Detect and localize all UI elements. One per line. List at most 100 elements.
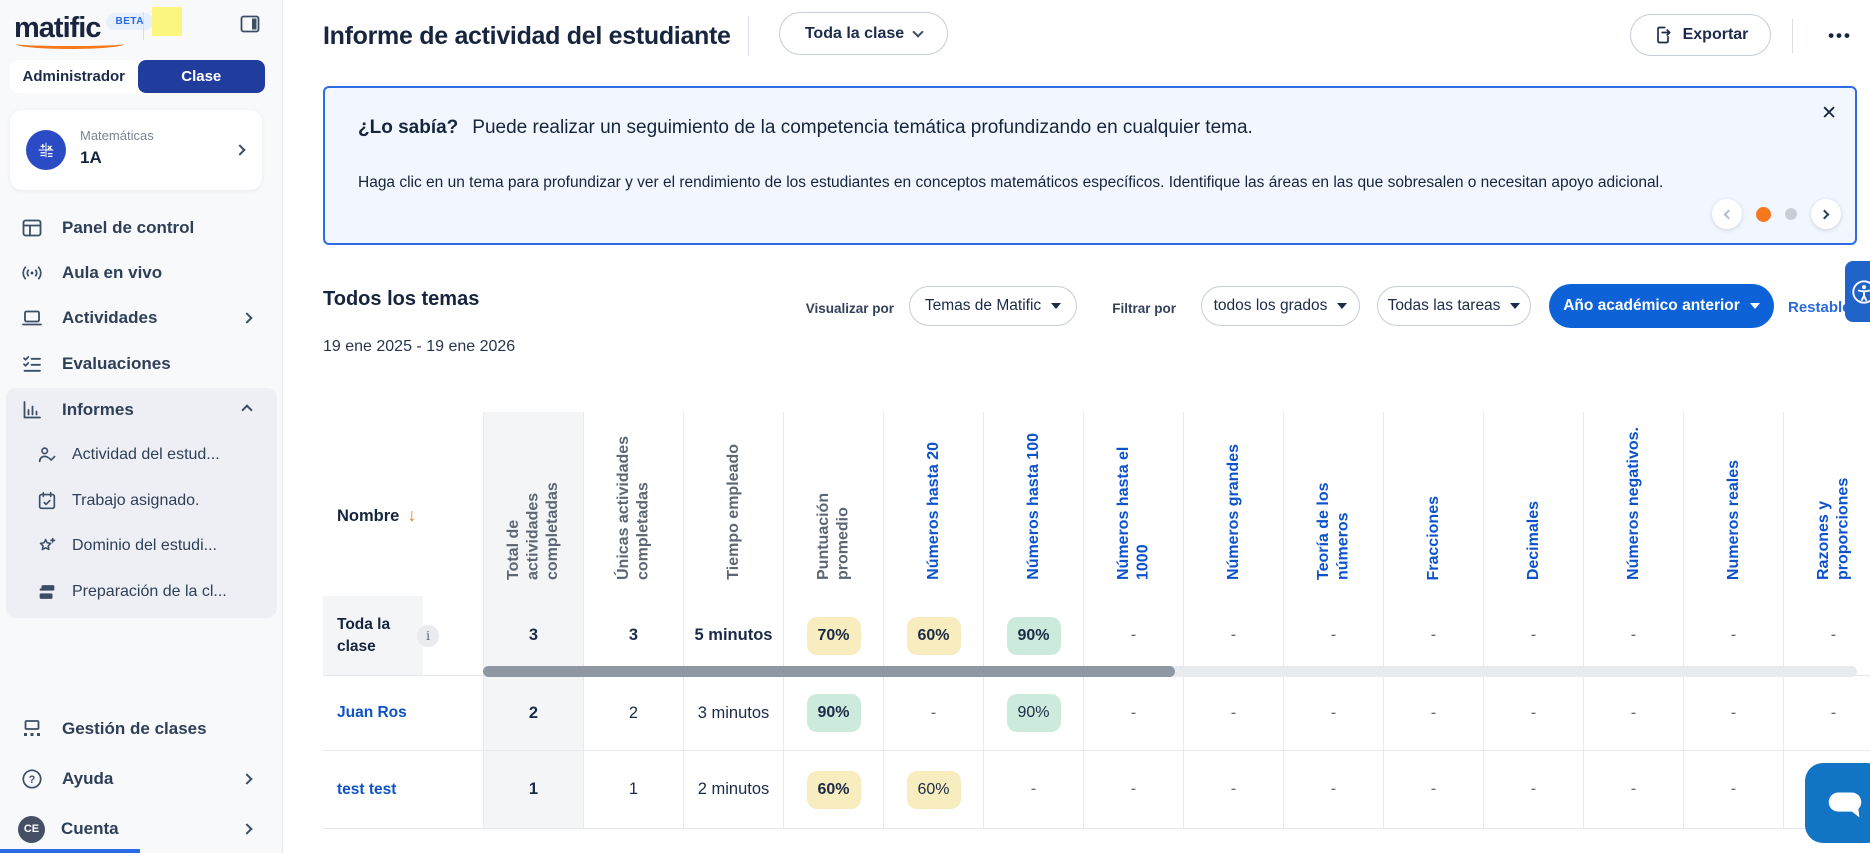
info-icon[interactable]: i [417, 624, 439, 647]
topic-column-header[interactable]: Numeros reales [1683, 412, 1783, 596]
metric-column-header: Tiempo empleado [683, 412, 783, 596]
academic-year-dropdown[interactable]: Año académico anterior [1549, 284, 1774, 328]
chat-launcher-button[interactable] [1805, 763, 1870, 843]
metric-value: 5 minutos [694, 626, 773, 644]
topic-score-cell: - [983, 751, 1083, 829]
sidebar-item-label: Evaluaciones [62, 354, 171, 373]
sidebar-item-gesti-n-de-clases[interactable]: Gestión de clases [8, 707, 275, 751]
topic-column-header[interactable]: Razones y proporciones [1783, 412, 1870, 596]
topic-column-header[interactable]: Números hasta 100 [983, 412, 1083, 596]
sidebar-item-aula-en-vivo[interactable]: Aula en vivo [8, 251, 275, 295]
date-range: 19 ene 2025 - 19 ene 2026 [323, 338, 516, 355]
matific-logo[interactable]: matific [14, 12, 124, 49]
score-badge: 60% [906, 616, 961, 655]
topic-score-cell: 60% [883, 751, 983, 829]
student-link[interactable]: Juan Ros [337, 704, 407, 721]
student-link[interactable]: test test [337, 780, 397, 798]
logo-row: matific BETA [14, 8, 153, 49]
carousel-dots [1756, 206, 1797, 222]
carousel-dot-1[interactable] [1756, 206, 1771, 222]
sidebar-item-cuenta[interactable]: CE Cuenta [8, 807, 275, 851]
topic-column-header[interactable]: Decimales [1483, 412, 1583, 596]
metric-header-label: Únicas actividades completadas [614, 435, 652, 580]
topic-score-cell: - [1383, 751, 1483, 829]
chart-icon [20, 398, 44, 422]
metric-value-cell: 3 [583, 596, 683, 676]
carousel-prev-button[interactable] [1712, 199, 1742, 229]
tab-administrador[interactable]: Administrador [22, 68, 125, 85]
metric-value: 2 minutos [697, 780, 770, 798]
sidebar-item-label: Informes [62, 400, 134, 419]
class-card[interactable]: Matemáticas 1A [10, 110, 262, 190]
topic-header-link: Fracciones [1424, 495, 1442, 580]
empty-value: - [1230, 626, 1237, 644]
section-title: Todos los temas [323, 288, 480, 310]
visualize-by-dropdown[interactable]: Temas de Matific [909, 286, 1077, 326]
sidebar-subitem-3[interactable]: Dominio del estudi... [36, 524, 271, 568]
sidebar-item-actividades[interactable]: Actividades [8, 296, 275, 340]
sidebar-collapse-icon[interactable] [238, 12, 262, 36]
caret-down-icon [1749, 303, 1760, 309]
metric-header-label: Tiempo empleado [724, 444, 742, 580]
carousel-dot-2[interactable] [1785, 208, 1797, 220]
sidebar-item-panel-de-control[interactable]: Panel de control [8, 206, 275, 250]
empty-value: - [1030, 780, 1037, 798]
sidebar-subitem-2[interactable]: Trabajo asignado. [36, 479, 271, 523]
reset-filters-link[interactable]: Restable [1788, 299, 1851, 316]
metric-value-cell: 3 minutos [683, 676, 783, 751]
more-options-button[interactable]: ••• [1828, 26, 1852, 45]
topic-score-cell: - [1283, 676, 1383, 751]
topic-header-link: Números hasta 100 [1024, 433, 1042, 580]
metric-column-header: Puntuación promedio [783, 412, 883, 596]
empty-value: - [1130, 780, 1137, 798]
banner-carousel [1712, 199, 1841, 229]
topic-score-cell: - [1283, 751, 1383, 829]
sidebar-item-ayuda[interactable]: ? Ayuda [8, 757, 275, 801]
chevron-right-icon [241, 823, 253, 835]
topic-column-header[interactable]: Números hasta el 1000 [1083, 412, 1183, 596]
accessibility-icon [1852, 279, 1870, 304]
empty-value: - [1430, 703, 1437, 722]
horizontal-scrollbar-track[interactable] [483, 666, 1857, 677]
metric-value: 1 [528, 780, 539, 798]
topic-column-header[interactable]: Teoría de los números [1283, 412, 1383, 596]
metric-value-cell: 3 [483, 596, 583, 676]
tasks-value: Todas las tareas [1387, 297, 1501, 314]
help-icon: ? [20, 767, 44, 791]
caret-down-icon [1510, 303, 1521, 309]
sidebar-subitem-4[interactable]: Preparación de la cl... [36, 570, 271, 614]
carousel-next-button[interactable] [1811, 199, 1841, 229]
sidebar-subitem-1[interactable]: Actividad del estud... [36, 433, 271, 477]
topic-header-link: Números hasta 20 [924, 442, 942, 580]
visualize-by-label: Visualizar por [805, 301, 894, 316]
row-name-cell: Toda la clase i [323, 596, 483, 676]
close-icon[interactable]: ✕ [1821, 103, 1837, 124]
live-icon [20, 261, 44, 285]
export-button[interactable]: Exportar [1630, 14, 1771, 56]
grades-dropdown[interactable]: todos los grados [1201, 286, 1360, 326]
topic-column-header[interactable]: Fracciones [1383, 412, 1483, 596]
empty-value: - [1730, 780, 1737, 798]
tasks-dropdown[interactable]: Todas las tareas [1377, 286, 1531, 326]
topic-column-header[interactable]: Números hasta 20 [883, 412, 983, 596]
row-name-cell: Juan Ros [323, 676, 483, 751]
metric-value: 2 [528, 703, 539, 722]
accessibility-widget-button[interactable] [1845, 261, 1870, 322]
tab-clase[interactable]: Clase [137, 60, 265, 93]
topic-column-header[interactable]: Números negativos. [1583, 412, 1683, 596]
empty-value: - [1630, 703, 1637, 722]
visualize-value: Temas de Matific [924, 297, 1042, 314]
sidebar-item-informes[interactable]: Informes [8, 388, 275, 432]
topic-score-cell: - [1183, 751, 1283, 829]
topic-score-cell: - [1683, 751, 1783, 829]
topic-column-header[interactable]: Números grandes [1183, 412, 1283, 596]
metric-value-cell: 60% [783, 751, 883, 829]
metric-value-cell: 90% [783, 676, 883, 751]
chevron-right-icon [241, 312, 253, 324]
sort-descending-icon[interactable]: ↓ [407, 505, 417, 525]
empty-value: - [1230, 780, 1237, 798]
class-scope-dropdown[interactable]: Toda la clase [779, 12, 948, 55]
sidebar-item-evaluaciones[interactable]: Evaluaciones [8, 342, 275, 386]
horizontal-scrollbar-thumb[interactable] [483, 666, 1175, 677]
